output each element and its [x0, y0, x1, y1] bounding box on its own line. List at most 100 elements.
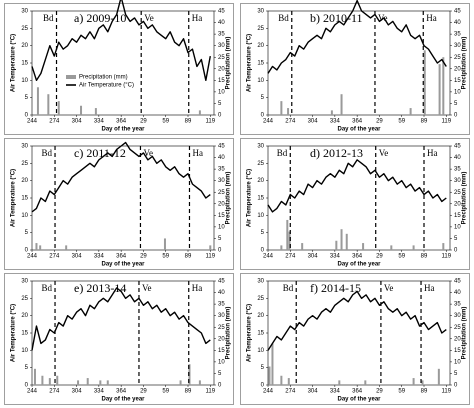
y2-tick-label: 40 — [454, 290, 461, 296]
plot-frame — [267, 280, 451, 386]
y2-tick-label: 35 — [218, 302, 225, 308]
x-tick-label: 334 — [94, 254, 105, 260]
x-tick-label: 364 — [116, 119, 127, 125]
y2-tick-label: 30 — [218, 178, 225, 184]
precip-bar — [56, 375, 59, 385]
temperature-line — [267, 290, 447, 351]
precip-bar — [280, 245, 283, 250]
x-tick-label: 244 — [27, 254, 38, 260]
y2-tick-label: 10 — [218, 224, 225, 230]
y-tick-label: 20 — [257, 178, 264, 184]
y-tick-label: 15 — [257, 196, 264, 202]
x-tick-label: 89 — [421, 254, 428, 260]
y2-tick-label: 40 — [218, 20, 225, 26]
y2-tick-label: 0 — [218, 113, 222, 119]
y2-tick-label: 10 — [454, 224, 461, 230]
y2-tick-label: 15 — [218, 348, 225, 354]
x-tick-label: 29 — [376, 389, 383, 395]
x-tick-label: 59 — [398, 389, 405, 395]
y2-tick-label: 0 — [454, 113, 458, 119]
panel-border — [240, 138, 470, 270]
precip-bar — [390, 245, 393, 250]
precip-bar — [280, 101, 283, 115]
panel: 0 5 10 15 20 25 30 0 5 10 15 20 25 30 35 40 45 244 274 304 3… — [240, 0, 470, 135]
x-tick-label: 304 — [308, 254, 319, 260]
x-tick-label: 244 — [263, 119, 274, 125]
x-tick-label: 304 — [308, 119, 319, 125]
y-tick-label: 5 — [25, 95, 29, 101]
y2-tick-label: 25 — [454, 325, 461, 331]
x-tick-label: 364 — [116, 389, 127, 395]
y-tick-label: 0 — [261, 113, 265, 119]
y2-tick-label: 10 — [454, 89, 461, 95]
y2-tick-label: 15 — [218, 78, 225, 84]
precip-bar — [65, 245, 68, 250]
stage-label: Ve — [144, 13, 154, 23]
precip-bar — [421, 380, 424, 385]
panel-title: c) 2011-12 — [74, 146, 126, 160]
y2-tick-label: 45 — [454, 279, 461, 285]
y2-tick-label: 45 — [454, 9, 461, 15]
stage-label: Bd — [43, 13, 54, 23]
legend-label: Air Temperature (°C) — [79, 83, 134, 89]
precip-bar — [33, 368, 36, 385]
temperature-line — [31, 141, 211, 213]
x-tick-label: 89 — [185, 389, 192, 395]
y-tick-label: 5 — [25, 365, 29, 371]
precip-bar — [442, 57, 445, 115]
precip-bar — [86, 378, 89, 385]
x-tick-label: 364 — [116, 254, 127, 260]
precip-bar — [335, 240, 338, 250]
y2-tick-label: 20 — [454, 201, 461, 207]
x-tick-label: 364 — [352, 389, 363, 395]
x-tick-label: 304 — [308, 389, 319, 395]
x-axis-label: Day of the year — [101, 262, 145, 268]
precip-bar — [47, 94, 50, 115]
panel: 0 5 10 15 20 25 30 0 5 10 15 20 25 30 35 40 45 244 274 304 3… — [240, 138, 470, 270]
precip-bar — [345, 233, 348, 250]
y-tick-label: 25 — [21, 296, 28, 302]
precip-bar — [188, 364, 191, 385]
y2-tick-label: 40 — [218, 155, 225, 161]
precip-bar — [48, 378, 51, 385]
y-tick-label: 25 — [21, 161, 28, 167]
precip-bar — [288, 231, 291, 250]
y2-tick-label: 20 — [218, 66, 225, 72]
y2-axis-label: Precipitation (mm) — [226, 172, 232, 225]
y2-tick-label: 10 — [454, 359, 461, 365]
x-tick-label: 304 — [72, 119, 83, 125]
stage-label: Ha — [192, 283, 203, 293]
plot-frame — [31, 10, 215, 116]
panel-border — [4, 273, 234, 405]
stage-label: Bd — [42, 148, 53, 158]
panel-title: d) 2012-13 — [310, 146, 363, 160]
panel-title: e) 2013-14 — [74, 281, 126, 295]
stage-label: Ve — [143, 148, 153, 158]
y2-tick-label: 15 — [454, 348, 461, 354]
y-axis-label: Air Temperature (°C) — [11, 34, 17, 92]
x-tick-label: 89 — [185, 119, 192, 125]
x-tick-label: 244 — [263, 254, 274, 260]
y2-tick-label: 5 — [218, 101, 222, 107]
y2-tick-label: 15 — [454, 78, 461, 84]
y-tick-label: 15 — [21, 61, 28, 67]
y2-tick-label: 30 — [454, 43, 461, 49]
precip-bar — [41, 375, 44, 385]
y2-tick-label: 0 — [218, 248, 222, 254]
y-tick-label: 20 — [257, 43, 264, 49]
y-tick-label: 15 — [257, 61, 264, 67]
y-tick-label: 20 — [21, 43, 28, 49]
y-tick-label: 30 — [21, 9, 28, 15]
y-tick-label: 0 — [25, 113, 29, 119]
x-tick-label: 59 — [162, 254, 169, 260]
y-tick-label: 20 — [21, 178, 28, 184]
precip-bar — [57, 101, 60, 115]
y2-tick-label: 25 — [218, 190, 225, 196]
precip-bar — [198, 380, 201, 385]
precip-bar — [287, 108, 290, 115]
x-tick-label: 274 — [285, 389, 296, 395]
y-tick-label: 5 — [25, 230, 29, 236]
precip-bar — [271, 343, 274, 385]
y2-tick-label: 5 — [218, 371, 222, 377]
